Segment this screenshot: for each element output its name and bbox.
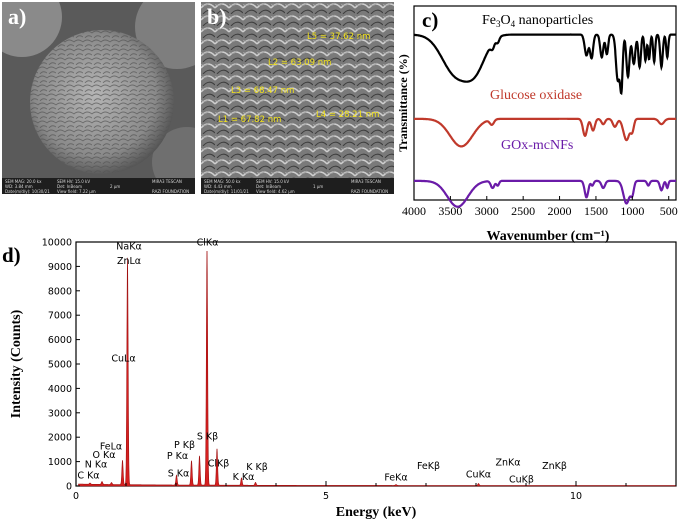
eds-peak-label: CuKα bbox=[466, 469, 491, 480]
sem-hv-a: SEM HV: 15.0 kV bbox=[57, 179, 91, 184]
sem-date-a: Date(m/d/y): 10/30/21 bbox=[5, 189, 50, 194]
ftir-x-tick-label: 4000 bbox=[402, 204, 426, 218]
ftir-x-axis-label: Wavenumber (cm⁻¹) bbox=[487, 229, 610, 244]
eds-peak-label: P Kα bbox=[167, 451, 188, 462]
ftir-series-label-goxmcnf: GOx-mcNFs bbox=[501, 138, 573, 153]
panel-letter-d: d) bbox=[2, 243, 21, 267]
ftir-series-line bbox=[414, 179, 676, 208]
ftir-series-group bbox=[414, 33, 676, 208]
eds-x-tick-label: 10 bbox=[570, 491, 582, 502]
eds-y-tick-label: 4000 bbox=[48, 384, 72, 395]
eds-x-tick-label: 0 bbox=[73, 491, 79, 502]
panel-letter-a: a) bbox=[8, 4, 27, 29]
eds-peak-label: NaKα bbox=[116, 241, 141, 252]
ftir-series-line bbox=[414, 33, 676, 96]
sem-foundation-a: RAZI FOUNDATION bbox=[152, 189, 190, 194]
eds-y-tick-label: 8000 bbox=[48, 286, 72, 297]
sem-det-b: Det: InBeam bbox=[256, 184, 281, 189]
ftir-x-tick-label: 500 bbox=[660, 204, 678, 218]
eds-peak-label: S Kα bbox=[168, 469, 190, 480]
eds-y-tick-label: 1000 bbox=[48, 457, 72, 468]
eds-x-axis-label: Energy (keV) bbox=[336, 505, 417, 520]
eds-peak-label: CuLα bbox=[111, 354, 135, 365]
eds-peak-label: FeKβ bbox=[417, 461, 440, 472]
ftir-x-tick-label: 3500 bbox=[438, 204, 462, 218]
ftir-chart: c) Fe3O4 nanoparticles Glucose oxidase G… bbox=[398, 5, 678, 244]
sem-a-texture bbox=[2, 2, 195, 194]
ftir-x-tick-label: 2000 bbox=[548, 204, 572, 218]
eds-peak-label: ClKβ bbox=[208, 458, 230, 469]
eds-y-tick-label: 3000 bbox=[48, 408, 72, 419]
eds-y-tick-label: 9000 bbox=[48, 262, 72, 273]
eds-chart: d) 0 1000 2000 3000 4000 5000 6000 7000 8000 9000… bbox=[2, 238, 677, 520]
eds-spectrum-area bbox=[78, 251, 677, 487]
ftir-plot-frame bbox=[413, 5, 677, 201]
sem-mag-a: SEM MAG: 20.0 kx bbox=[5, 179, 42, 184]
eds-y-axis-label: Intensity (Counts) bbox=[9, 309, 24, 418]
eds-y-ticks: 0 1000 2000 3000 4000 5000 6000 7000 8000 9000 100… bbox=[42, 238, 80, 493]
ftir-y-axis-label: Transmittance (%) bbox=[398, 54, 410, 151]
eds-peak-label: S Kβ bbox=[197, 432, 218, 443]
ftir-x-tick-label: 1500 bbox=[584, 204, 608, 218]
eds-peak-label: K Kβ bbox=[246, 462, 268, 473]
ftir-series-label-fe3o4: Fe3O4 nanoparticles bbox=[482, 13, 593, 29]
sem-hv-b: SEM HV: 15.0 kV bbox=[256, 179, 290, 184]
eds-y-tick-label: 10000 bbox=[42, 238, 72, 249]
sem-date-b: Date(m/d/y): 11/01/21 bbox=[204, 189, 249, 194]
sem-info-bar-b: SEM MAG: 50.0 kx WD: 4.43 mm Date(m/d/y)… bbox=[201, 178, 394, 194]
sem-info-bar-a: SEM MAG: 20.0 kx WD: 3.84 mm Date(m/d/y)… bbox=[2, 178, 195, 194]
eds-peak-label: ZnKα bbox=[495, 457, 520, 468]
eds-peak-label: N Kα bbox=[85, 460, 108, 471]
ftir-x-tick-label: 3000 bbox=[475, 204, 499, 218]
sem-image-b: b) L5 = 37.62 nm L2 = 63.09 nm L3 = 68.4… bbox=[201, 2, 394, 194]
eds-plot-frame bbox=[75, 241, 677, 487]
ftir-x-tick-label: 2500 bbox=[511, 204, 535, 218]
eds-y-tick-label: 5000 bbox=[48, 360, 72, 371]
sem-brand-b: MIRA3 TESCAN bbox=[351, 179, 381, 184]
ftir-x-ticks: 4000 3500 3000 2500 2000 1500 1000 500 bbox=[402, 196, 678, 218]
sem-scale-a: 2 µm bbox=[110, 184, 121, 189]
sem-mag-b: SEM MAG: 50.0 kx bbox=[204, 179, 241, 184]
ftir-series-label-gox: Glucose oxidase bbox=[490, 88, 582, 103]
sem-det-a: Det: InBeam bbox=[57, 184, 82, 189]
sem-view-b: View field: 4.62 µm bbox=[256, 189, 295, 194]
ftir-x-tick-label: 1000 bbox=[620, 204, 644, 218]
eds-peak-label: O Kα bbox=[93, 450, 116, 461]
sem-image-a: a) SEM MAG: 20.0 kx WD: 3.84 mm Date(m/d… bbox=[2, 2, 195, 194]
measurement-label: L3 = 68.47 nm bbox=[231, 86, 295, 96]
eds-peak-label: C Kα bbox=[77, 471, 99, 482]
eds-spectrum-group bbox=[78, 251, 677, 487]
eds-y-tick-label: 0 bbox=[66, 482, 72, 493]
eds-x-ticks: 0 5 10 bbox=[73, 481, 677, 502]
sem-brand-a: MIRA3 TESCAN bbox=[152, 179, 182, 184]
eds-peak-label: FeKα bbox=[384, 473, 407, 484]
measurement-label: L2 = 63.09 nm bbox=[268, 58, 332, 68]
eds-peak-label: ZnLα bbox=[117, 256, 141, 267]
sem-view-a: View field: 7.22 µm bbox=[57, 189, 96, 194]
panel-letter-c: c) bbox=[422, 8, 438, 32]
eds-peak-label: CuKβ bbox=[509, 474, 534, 485]
eds-x-tick-label: 5 bbox=[323, 491, 329, 502]
eds-peak-label: ZnKβ bbox=[542, 461, 567, 472]
sem-b-texture bbox=[201, 2, 394, 194]
measurement-label: L5 = 37.62 nm bbox=[307, 32, 371, 42]
sem-wd-b: WD: 4.43 mm bbox=[204, 184, 232, 189]
eds-y-tick-label: 6000 bbox=[48, 335, 72, 346]
eds-y-tick-label: 2000 bbox=[48, 433, 72, 444]
measurement-label: L4 = 28.21 nm bbox=[316, 110, 380, 120]
eds-peak-label: P Kβ bbox=[174, 440, 195, 451]
sem-wd-a: WD: 3.84 mm bbox=[5, 184, 33, 189]
eds-y-tick-label: 7000 bbox=[48, 311, 72, 322]
eds-peak-label: K Kα bbox=[233, 472, 255, 483]
measurement-label: L1 = 67.82 nm bbox=[218, 115, 282, 125]
panel-letter-b: b) bbox=[207, 4, 227, 29]
sem-scale-b: 1 µm bbox=[313, 184, 324, 189]
eds-peak-label: FeLα bbox=[100, 441, 122, 452]
ftir-series-line bbox=[414, 117, 676, 148]
sem-foundation-b: RAZI FOUNDATION bbox=[351, 189, 389, 194]
eds-peak-label: ClKα bbox=[197, 238, 219, 249]
